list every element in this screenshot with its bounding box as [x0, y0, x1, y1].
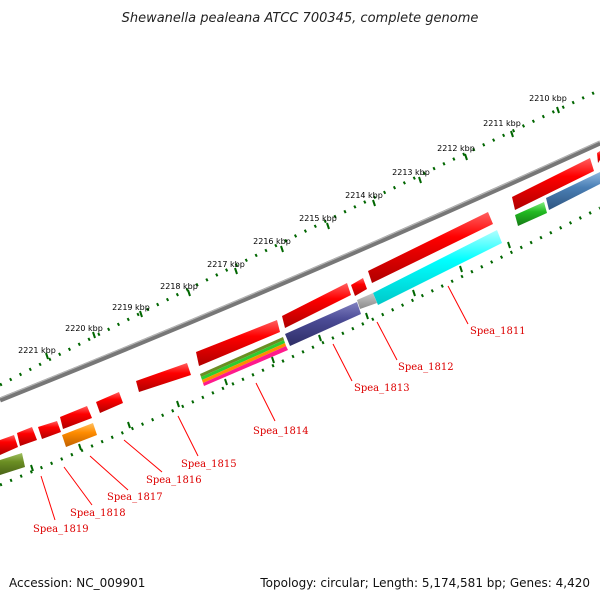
tick — [78, 443, 82, 451]
leader-spea-1813 — [332, 343, 353, 382]
leader-spea-1817 — [89, 455, 129, 491]
cds-feature — [17, 427, 37, 446]
category-feature-orange — [62, 423, 97, 447]
tick — [412, 289, 416, 297]
inner-major-ticks — [30, 241, 511, 472]
map-title: Shewanella pealeana ATCC 700345, complet… — [122, 11, 479, 26]
scale-label-2215: 2215 kbp — [299, 214, 337, 223]
stripe-green — [201, 340, 285, 380]
category-tracks — [0, 172, 600, 475]
tick — [187, 289, 191, 297]
tick — [556, 106, 560, 114]
cds-feature — [196, 320, 280, 366]
cds-feature — [368, 212, 493, 283]
tick — [176, 400, 180, 408]
genome-backbone — [0, 140, 600, 403]
tick — [510, 130, 514, 138]
cds-feature — [136, 363, 191, 392]
genome-summary-text: Topology: circular; Length: 5,174,581 bp… — [259, 576, 590, 590]
outer-major-ticks — [45, 106, 560, 360]
label-leaders — [40, 285, 469, 521]
tick — [92, 331, 96, 339]
stripe-olive — [200, 337, 284, 377]
gene-label-spea-1813: Spea_1813 — [354, 383, 410, 394]
scale-label-2219: 2219 kbp — [112, 303, 150, 312]
gene-label-spea-1816: Spea_1816 — [146, 475, 202, 486]
inner-scale-ring — [0, 206, 600, 487]
category-feature-olive — [0, 453, 25, 475]
scale-label-2213: 2213 kbp — [392, 168, 430, 177]
cds-feature — [38, 421, 61, 439]
scale-label-2216: 2216 kbp — [253, 237, 291, 246]
tick — [271, 356, 275, 364]
tick — [326, 222, 330, 230]
tick — [234, 267, 238, 275]
category-feature-purple — [285, 302, 361, 346]
tick — [280, 245, 284, 253]
leader-spea-1818 — [63, 466, 93, 506]
category-feature-grey — [357, 293, 377, 309]
gene-label-spea-1819: Spea_1819 — [33, 524, 89, 535]
tick — [139, 310, 143, 318]
tick — [365, 312, 369, 320]
tick — [418, 176, 422, 184]
cds-feature — [60, 406, 92, 429]
scale-label-2221: 2221 kbp — [18, 346, 56, 355]
gene-label-spea-1818: Spea_1818 — [70, 508, 126, 519]
scale-label-2220: 2220 kbp — [65, 324, 103, 333]
scale-label-2210: 2210 kbp — [529, 94, 567, 103]
accession-text: Accession: NC_009901 — [9, 576, 145, 590]
tick — [464, 153, 468, 161]
tick — [127, 421, 131, 429]
tick — [45, 352, 49, 360]
category-feature-blue — [546, 172, 600, 210]
scale-label-2211: 2211 kbp — [483, 119, 521, 128]
tick — [372, 199, 376, 207]
gene-label-spea-1811: Spea_1811 — [470, 326, 526, 337]
gene-label-spea-1815: Spea_1815 — [181, 459, 237, 470]
category-feature-green — [515, 202, 547, 226]
tick — [224, 378, 228, 386]
leader-spea-1812 — [376, 321, 398, 361]
scale-label-2217: 2217 kbp — [207, 260, 245, 269]
stripe-orange — [202, 343, 286, 383]
cds-feature — [597, 151, 600, 163]
stripe-magenta — [203, 346, 288, 386]
cds-feature — [0, 435, 18, 455]
gene-label-spea-1817: Spea_1817 — [107, 492, 163, 503]
leader-spea-1816 — [123, 439, 163, 473]
multi-category-stripes — [200, 337, 288, 386]
forward-strand-genes — [0, 151, 600, 455]
cds-feature — [351, 278, 367, 296]
tick — [459, 265, 463, 273]
leader-spea-1811 — [447, 285, 469, 325]
cds-feature — [96, 392, 123, 413]
cds-feature — [282, 283, 351, 328]
category-feature-cyan — [373, 230, 502, 305]
gene-label-spea-1812: Spea_1812 — [398, 362, 454, 373]
leader-spea-1814 — [255, 382, 276, 422]
cds-feature — [512, 158, 594, 210]
gene-label-spea-1814: Spea_1814 — [253, 426, 309, 437]
scale-label-2212: 2212 kbp — [437, 144, 475, 153]
scale-label-2214: 2214 kbp — [345, 191, 383, 200]
scale-label-2218: 2218 kbp — [160, 282, 198, 291]
leader-spea-1815 — [177, 415, 199, 457]
tick — [507, 241, 511, 249]
genome-backbone-highlight — [0, 140, 600, 399]
tick — [30, 464, 34, 472]
leader-spea-1819 — [40, 475, 56, 521]
tick — [318, 334, 322, 342]
